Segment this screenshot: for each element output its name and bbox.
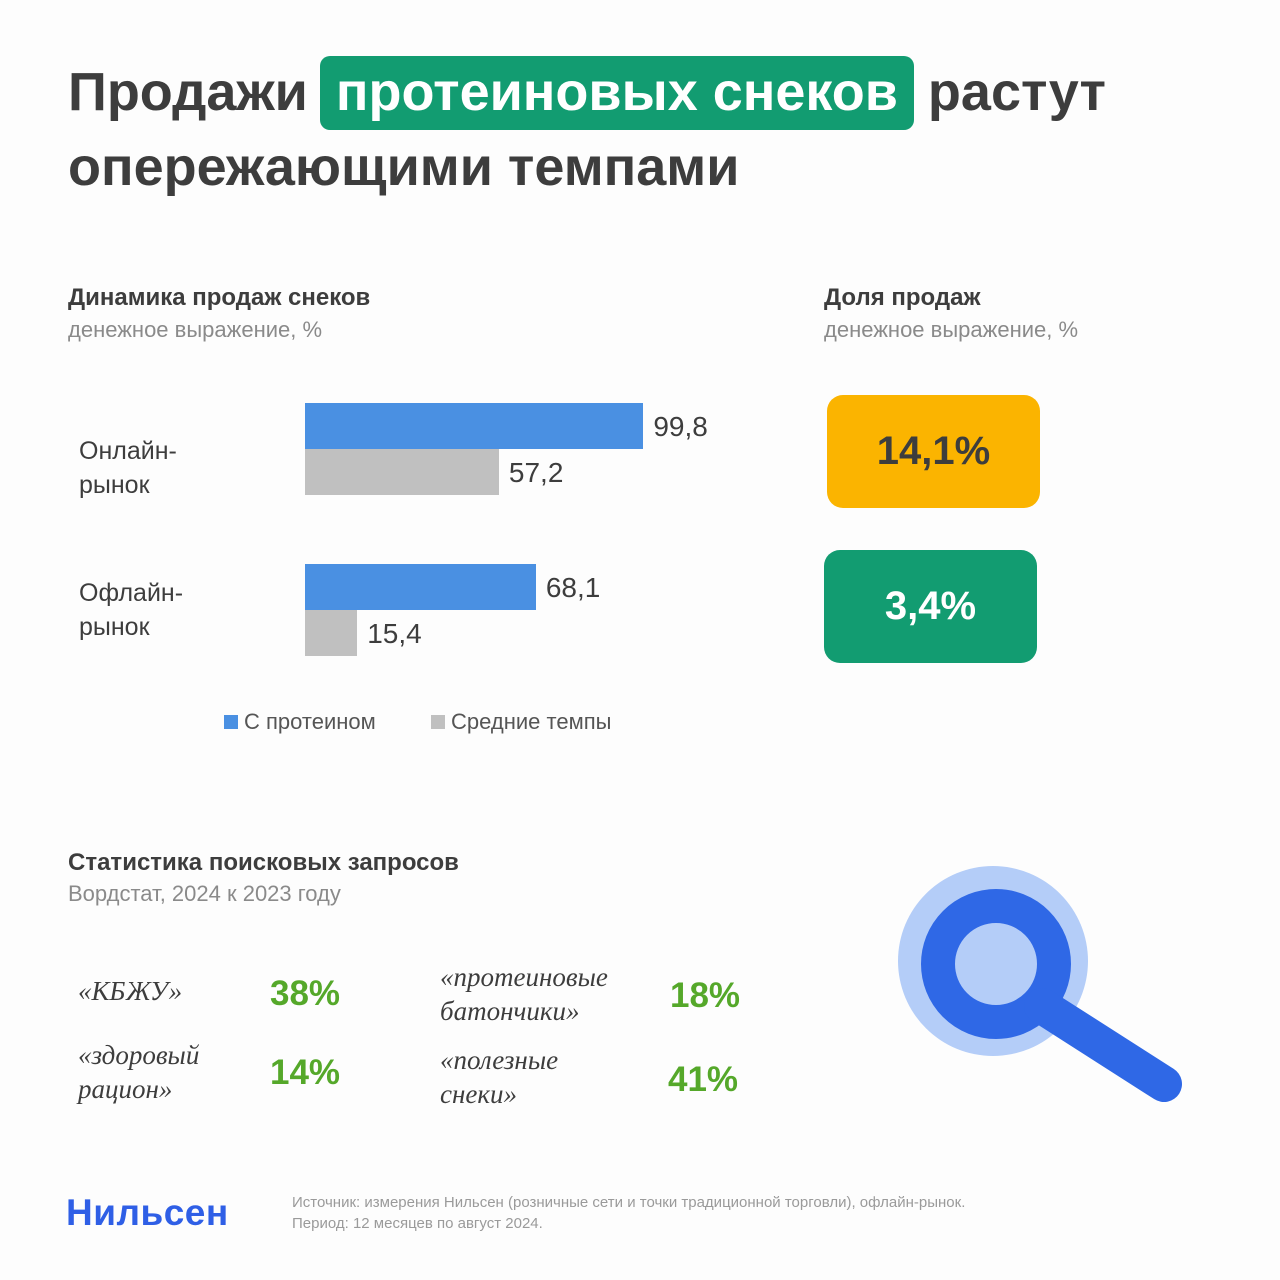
share-offline-value: 3,4% — [884, 584, 977, 628]
query-value-healthy-snacks: 41% — [668, 1060, 739, 1099]
query-value-kbzhu: 38% — [270, 974, 341, 1013]
legend-item-protein: С протеином — [224, 709, 376, 735]
share-online-value: 14,1% — [876, 429, 991, 473]
query-label-healthy-diet: «здоровый рацион» — [78, 1040, 200, 1104]
page-title-line-1: Продажи протеиновых снеков растут — [68, 56, 1106, 130]
search-subheading: Вордстат, 2024 к 2023 году — [68, 881, 341, 906]
query-label-healthy-snacks: «полезные снеки» — [440, 1045, 559, 1109]
brand-logo: Нильсен — [66, 1192, 229, 1233]
share-online-box: 14,1% — [827, 395, 1040, 508]
share-subheading: денежное выражение, % — [824, 317, 1079, 342]
value-label-offline-average: 15,4 — [367, 618, 422, 649]
title-part-2: растут — [927, 62, 1106, 122]
share-heading: Доля продаж — [824, 284, 981, 311]
value-label-online-average: 57,2 — [508, 457, 564, 488]
footer-source: Источник: измерения Нильсен (розничные с… — [292, 1194, 966, 1211]
legend-swatch-protein — [224, 715, 238, 729]
category-label-online: Онлайн- рынок — [79, 437, 177, 499]
share-offline-box: 3,4% — [824, 550, 1037, 663]
bar-offline-average — [305, 610, 358, 656]
value-label-online-protein: 99,8 — [653, 411, 708, 442]
dynamics-subheading: денежное выражение, % — [68, 317, 323, 342]
page-title-line-2: опережающими темпами — [68, 137, 740, 197]
bar-online-average — [305, 449, 499, 495]
search-heading: Статистика поисковых запросов — [68, 849, 459, 876]
magnifier-icon — [898, 866, 1182, 1102]
value-label-offline-protein: 68,1 — [545, 572, 601, 603]
title-part-1: Продажи — [68, 62, 308, 122]
footer-period: Период: 12 месяцев по август 2024. — [292, 1215, 543, 1232]
title-highlight: протеиновых снеков — [319, 56, 914, 130]
query-label-protein-bars: «протеиновые батончики» — [440, 962, 608, 1026]
query-value-protein-bars: 18% — [670, 976, 741, 1015]
legend-label-protein: С протеином — [244, 709, 376, 734]
query-value-healthy-diet: 14% — [270, 1053, 341, 1092]
category-label-offline: Офлайн- рынок — [79, 579, 184, 641]
query-label-kbzhu: «КБЖУ» — [78, 976, 183, 1006]
dynamics-heading: Динамика продаж снеков — [68, 284, 371, 311]
legend-label-average: Средние темпы — [451, 709, 612, 734]
legend-swatch-average — [431, 715, 445, 729]
bar-offline-protein — [305, 564, 536, 610]
legend-item-average: Средние темпы — [431, 709, 611, 735]
bar-online-protein — [305, 403, 644, 449]
